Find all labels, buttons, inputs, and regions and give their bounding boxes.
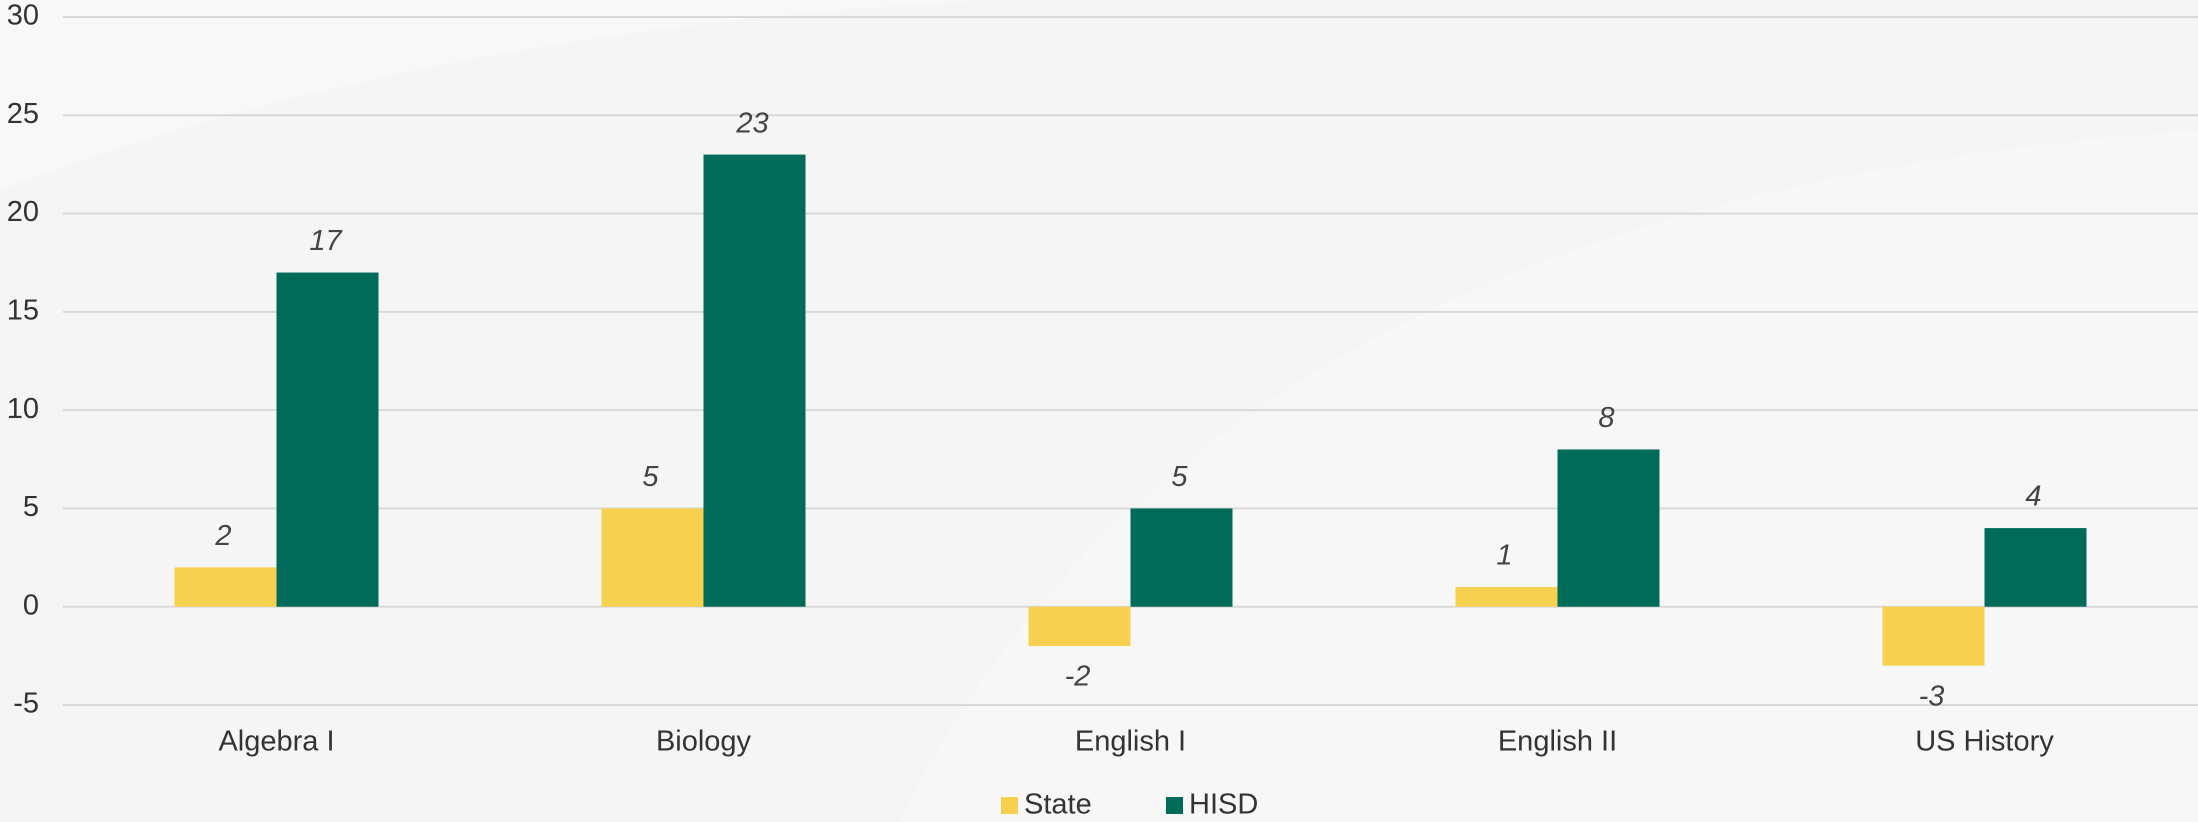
y-tick-label: 5 bbox=[23, 491, 39, 523]
y-tick-label: 30 bbox=[7, 0, 39, 32]
value-label: 17 bbox=[309, 225, 343, 257]
bar bbox=[276, 272, 379, 607]
legend-label: HISD bbox=[1189, 789, 1258, 821]
y-tick-label: 25 bbox=[7, 98, 39, 130]
x-tick-label: Algebra I bbox=[218, 726, 334, 758]
value-label: 8 bbox=[1598, 402, 1614, 434]
y-tick-label: 15 bbox=[7, 295, 39, 327]
value-label: 5 bbox=[642, 461, 659, 493]
x-tick-label: Biology bbox=[656, 726, 752, 758]
legend-swatch bbox=[1166, 797, 1183, 814]
bar bbox=[1557, 449, 1660, 607]
bar bbox=[1455, 587, 1558, 607]
legend-swatch bbox=[1001, 797, 1018, 814]
value-label: -2 bbox=[1065, 661, 1091, 693]
value-label: 5 bbox=[1171, 461, 1188, 493]
bar bbox=[601, 508, 704, 607]
bar bbox=[1130, 508, 1233, 607]
x-tick-label: US History bbox=[1915, 726, 2054, 758]
background-swoosh bbox=[0, 0, 1500, 190]
bar bbox=[1984, 528, 2087, 607]
bar bbox=[1028, 606, 1131, 647]
x-tick-label: English I bbox=[1075, 726, 1186, 758]
x-tick-label: English II bbox=[1498, 726, 1617, 758]
y-tick-label: 20 bbox=[7, 196, 39, 228]
bar bbox=[174, 567, 277, 607]
value-label: 4 bbox=[2025, 481, 2041, 513]
value-label: 2 bbox=[214, 520, 231, 552]
bar bbox=[1882, 606, 1985, 666]
value-label: 1 bbox=[1496, 540, 1512, 572]
y-tick-label: -5 bbox=[13, 688, 39, 720]
bar bbox=[703, 154, 806, 607]
background-swoosh bbox=[900, 130, 2198, 822]
value-label: -3 bbox=[1919, 680, 1945, 712]
y-tick-label: 0 bbox=[23, 589, 39, 621]
value-label: 23 bbox=[735, 107, 768, 139]
legend-label: State bbox=[1024, 789, 1092, 821]
y-tick-label: 10 bbox=[7, 393, 39, 425]
